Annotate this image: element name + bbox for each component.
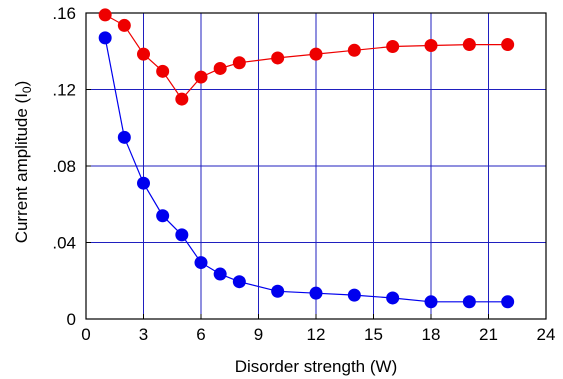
data-point — [309, 286, 323, 300]
x-tick-label: 9 — [254, 325, 263, 344]
y-axis-title-subscript: 0 — [20, 86, 34, 93]
data-point — [213, 267, 227, 281]
grid-lines — [86, 13, 546, 319]
x-axis-title: Disorder strength (W) — [235, 357, 397, 376]
x-tick-label: 15 — [364, 325, 383, 344]
y-tick-label: .12 — [52, 81, 76, 100]
y-tick-label: .04 — [52, 234, 76, 253]
y-tick-label: .16 — [52, 4, 76, 23]
series-line — [104, 37, 508, 303]
data-point — [117, 18, 131, 32]
y-tick-label: .08 — [52, 157, 76, 176]
data-series — [98, 8, 515, 309]
data-point — [386, 291, 400, 305]
data-point — [462, 38, 476, 52]
data-point — [232, 56, 246, 70]
data-point — [156, 209, 170, 223]
data-point — [98, 31, 112, 45]
x-tick-labels: 0 3 6 9 12 15 18 21 24 — [81, 325, 555, 344]
series-1 — [98, 8, 515, 106]
x-tick-label: 0 — [81, 325, 90, 344]
data-point — [309, 47, 323, 61]
y-axis-title: Current amplitude (I0) — [12, 81, 34, 244]
data-point — [98, 8, 112, 22]
data-point — [175, 228, 189, 242]
y-axis-title-text: Current amplitude (I — [12, 93, 31, 243]
x-tick-label: 6 — [196, 325, 205, 344]
data-point — [462, 295, 476, 309]
x-tick-label: 24 — [537, 325, 556, 344]
series-2 — [98, 31, 515, 309]
data-point — [271, 51, 285, 65]
data-point — [501, 295, 515, 309]
data-point — [117, 130, 131, 144]
x-tick-label: 21 — [479, 325, 498, 344]
data-point — [347, 43, 361, 57]
data-point — [137, 47, 150, 61]
data-point — [501, 38, 515, 52]
series-line — [104, 14, 508, 101]
axis-ticks — [85, 12, 547, 320]
data-point — [213, 61, 227, 75]
data-point — [271, 284, 285, 298]
x-tick-label: 12 — [307, 325, 326, 344]
data-point — [156, 64, 170, 78]
y-tick-labels: 0 .04 .08 .12 .16 — [52, 4, 76, 329]
x-tick-label: 18 — [422, 325, 441, 344]
data-point — [175, 92, 189, 106]
data-point — [194, 70, 208, 84]
data-point — [194, 256, 208, 270]
x-tick-label: 3 — [139, 325, 148, 344]
data-point — [424, 39, 438, 53]
y-axis-title-suffix: ) — [12, 81, 31, 87]
data-point — [232, 275, 246, 289]
data-point — [386, 39, 400, 53]
data-point — [347, 288, 361, 302]
data-point — [137, 176, 150, 190]
data-point — [424, 295, 438, 309]
y-tick-label: 0 — [67, 310, 76, 329]
